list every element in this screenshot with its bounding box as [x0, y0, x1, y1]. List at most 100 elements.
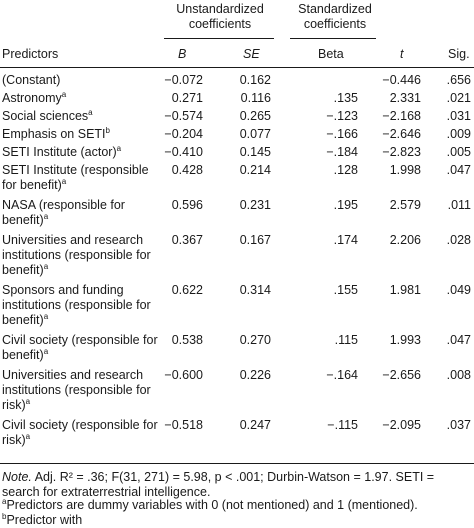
- standardized-header-line1: Standardized: [298, 2, 372, 16]
- b-cell: −0.410: [164, 145, 203, 159]
- b-cell: −0.072: [164, 73, 203, 87]
- predictor-name: Civil society (responsible for risk): [2, 418, 158, 447]
- t-header: t: [400, 47, 404, 61]
- se-cell: 0.226: [239, 368, 271, 382]
- unstandardized-header: Unstandardized coefficients: [160, 2, 280, 32]
- predictor-cell: Astronomya: [2, 89, 162, 106]
- beta-cell: −.184: [326, 145, 358, 159]
- sig-header: Sig.: [448, 47, 470, 61]
- t-cell: 1.993: [389, 333, 421, 347]
- predictor-cell: Civil society (responsible for benefit)a: [2, 333, 162, 363]
- predictor-name: Astronomy: [2, 91, 62, 105]
- b-cell: 0.271: [171, 91, 203, 105]
- beta-cell: .155: [333, 283, 358, 297]
- se-cell: 0.077: [239, 127, 271, 141]
- predictor-cell: Universities and research institutions (…: [2, 368, 162, 413]
- predictor-name: (Constant): [2, 73, 61, 87]
- predictor-footnote-marker: a: [61, 176, 67, 186]
- se-cell: 0.231: [239, 198, 271, 212]
- predictor-footnote-marker: a: [43, 346, 49, 356]
- predictor-name: SETI Institute (responsible for benefit): [2, 163, 149, 192]
- sig-cell: .011: [447, 198, 471, 212]
- unstandardized-rule: [164, 38, 274, 39]
- predictor-footnote-marker: b: [105, 125, 110, 135]
- header-bottom-rule: [0, 67, 474, 68]
- predictor-footnote-marker: a: [43, 261, 49, 271]
- footnote-a-text: Predictors are dummy variables with 0 (n…: [6, 498, 418, 512]
- sig-cell: .009: [446, 127, 471, 141]
- standardized-header-line2: coefficients: [303, 17, 367, 31]
- predictor-cell: NASA (responsible for benefit)a: [2, 198, 162, 228]
- sig-cell: .005: [446, 145, 471, 159]
- t-cell: 2.579: [389, 198, 421, 212]
- b-cell: −0.600: [164, 368, 203, 382]
- predictor-footnote-marker: a: [88, 107, 93, 117]
- sig-cell: .021: [446, 91, 471, 105]
- standardized-rule: [290, 38, 376, 39]
- b-cell: 0.596: [171, 198, 203, 212]
- predictor-cell: SETI Institute (actor)a: [2, 143, 162, 160]
- b-cell: 0.367: [171, 233, 203, 247]
- t-cell: −0.446: [382, 73, 421, 87]
- footnote: aPredictors are dummy variables with 0 (…: [2, 496, 472, 528]
- beta-cell: −.123: [326, 109, 358, 123]
- beta-cell: .115: [334, 333, 358, 347]
- predictor-footnote-marker: a: [43, 311, 49, 321]
- b-cell: 0.538: [171, 333, 203, 347]
- beta-header: Beta: [318, 47, 344, 61]
- se-cell: 0.214: [239, 163, 271, 177]
- footnote-a-marker: a: [2, 496, 7, 506]
- predictor-cell: Universities and research institutions (…: [2, 233, 162, 278]
- sig-cell: .031: [446, 109, 471, 123]
- table-note: Note. Adj. R² = .36; F(31, 271) = 5.98, …: [2, 470, 472, 500]
- beta-cell: −.166: [326, 127, 358, 141]
- t-cell: 2.331: [389, 91, 421, 105]
- predictor-name: Social sciences: [2, 109, 89, 123]
- t-cell: 1.998: [389, 163, 421, 177]
- beta-cell: .135: [333, 91, 358, 105]
- predictor-name: SETI Institute (actor): [2, 145, 117, 159]
- se-cell: 0.116: [240, 91, 271, 105]
- se-cell: 0.270: [239, 333, 271, 347]
- note-label: Note.: [2, 470, 32, 484]
- predictors-header: Predictors: [2, 47, 59, 61]
- b-cell: 0.622: [171, 283, 203, 297]
- beta-cell: .195: [333, 198, 358, 212]
- beta-cell: −.115: [327, 418, 358, 432]
- predictor-footnote-marker: a: [61, 89, 67, 99]
- sig-cell: .008: [446, 368, 471, 382]
- t-cell: −2.656: [382, 368, 421, 382]
- predictor-name: NASA (responsible for benefit): [2, 198, 125, 227]
- predictor-cell: Emphasis on SETIb: [2, 125, 162, 142]
- predictor-name: Civil society (responsible for benefit): [2, 333, 158, 362]
- t-cell: 1.981: [389, 283, 421, 297]
- table-bottom-rule: [0, 463, 474, 464]
- footnote-b-text: Predictor with: [6, 513, 83, 527]
- unstandardized-header-line1: Unstandardized: [176, 2, 264, 16]
- b-cell: 0.428: [171, 163, 203, 177]
- predictor-footnote-marker: a: [25, 431, 31, 441]
- sig-cell: .656: [446, 73, 471, 87]
- predictor-name: Universities and research institutions (…: [2, 368, 151, 412]
- predictor-cell: Social sciencesa: [2, 107, 162, 124]
- note-text: Adj. R² = .36; F(31, 271) = 5.98, p < .0…: [2, 470, 435, 499]
- sig-cell: .037: [446, 418, 471, 432]
- t-cell: −2.823: [382, 145, 421, 159]
- predictor-footnote-marker: a: [25, 396, 31, 406]
- standardized-header: Standardized coefficients: [285, 2, 385, 32]
- b-cell: −0.574: [164, 109, 203, 123]
- sig-cell: .028: [446, 233, 471, 247]
- b-header: B: [178, 47, 187, 61]
- predictor-footnote-marker: a: [43, 211, 49, 221]
- se-header: SE: [243, 47, 260, 61]
- se-cell: 0.167: [239, 233, 271, 247]
- unstandardized-header-line2: coefficients: [188, 17, 252, 31]
- sig-cell: .047: [446, 333, 471, 347]
- beta-cell: .128: [333, 163, 358, 177]
- predictor-cell: Sponsors and funding institutions (respo…: [2, 283, 162, 328]
- sig-cell: .047: [446, 163, 471, 177]
- predictor-footnote-marker: a: [116, 143, 122, 153]
- predictor-name: Sponsors and funding institutions (respo…: [2, 283, 151, 327]
- se-cell: 0.247: [239, 418, 271, 432]
- t-cell: 2.206: [389, 233, 421, 247]
